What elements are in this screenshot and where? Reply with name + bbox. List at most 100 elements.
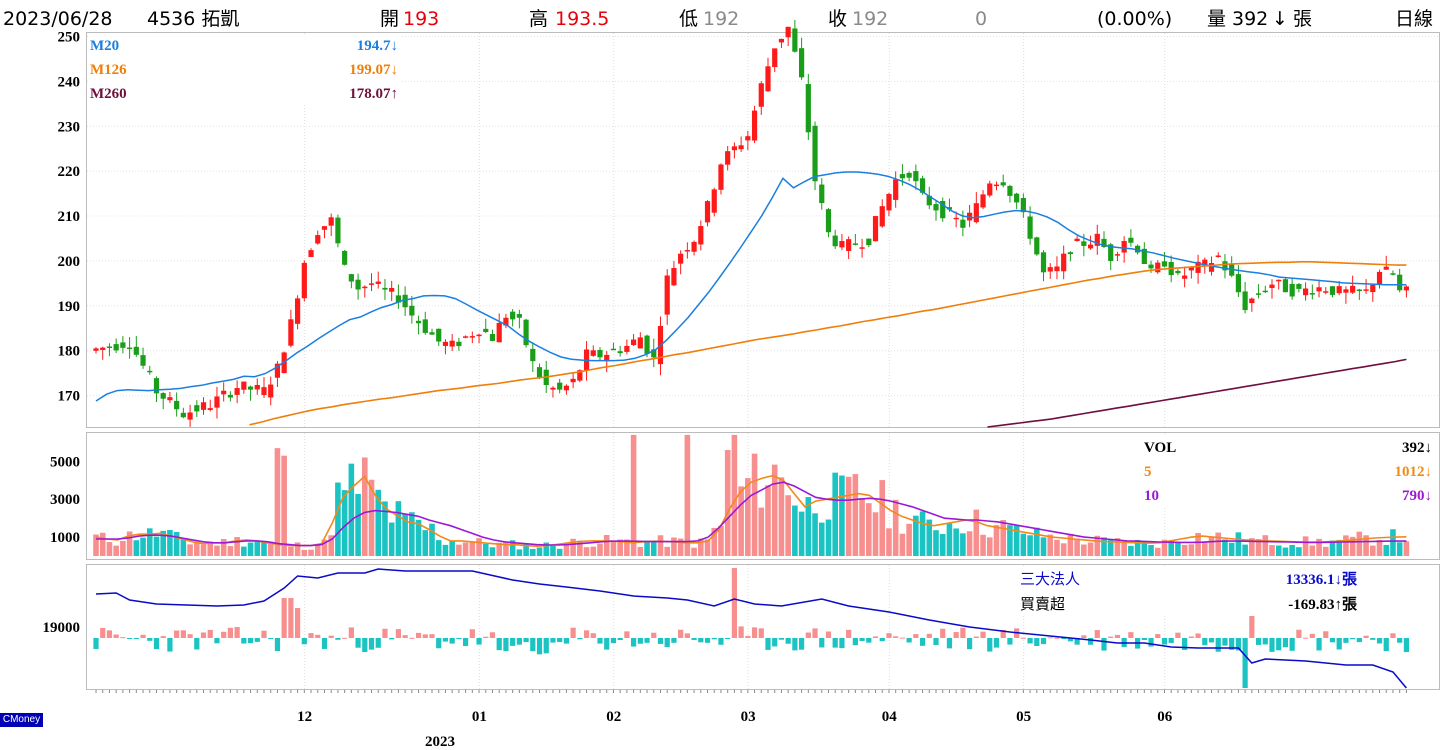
inst-tick-label: 19000	[43, 620, 81, 636]
inst-net-bar	[1074, 638, 1080, 645]
month-tick-label: 04	[882, 709, 898, 725]
legend-vol-name: VOL	[1144, 440, 1176, 456]
volume-bar	[1282, 547, 1289, 556]
volume-bar	[469, 541, 476, 556]
inst-net-bar	[1309, 633, 1315, 638]
volume-bar	[946, 523, 953, 556]
volume-bar	[207, 541, 214, 556]
institutional-legend: 三大法人 13336.1↓張 買賣超 -169.83↑張	[1016, 567, 1360, 615]
volume-bar	[933, 530, 939, 556]
y-axis-ticks: 250 240 230 220 210 200 190 180 170 5000 3000 1000 1…	[43, 29, 81, 636]
inst-net-bar	[93, 638, 99, 649]
candle-body	[1034, 237, 1040, 255]
inst-net-bar	[852, 638, 858, 646]
inst-net-bar	[583, 630, 590, 638]
inst-net-bar	[234, 627, 240, 638]
candle-body	[1054, 266, 1060, 272]
volume-bar	[899, 533, 906, 556]
inst-net-bar	[153, 638, 160, 650]
inst-net-bar	[395, 629, 401, 638]
volume-bar	[1020, 533, 1027, 556]
volume-bar	[1081, 544, 1087, 556]
inst-net-bar	[1101, 638, 1107, 651]
inst-net-bar	[812, 628, 818, 638]
inst-net-bar	[604, 638, 610, 650]
candle-body	[960, 219, 966, 228]
inst-net-bar	[866, 638, 872, 643]
inst-net-bar	[469, 629, 475, 638]
inst-net-bar	[241, 638, 247, 644]
inst-net-bar	[805, 632, 811, 638]
candle-body	[651, 349, 657, 358]
volume-bar	[973, 509, 980, 556]
legend-m126-value: 199.07↓	[349, 62, 398, 78]
candle-body	[846, 239, 852, 251]
volume-bar	[1296, 547, 1302, 556]
volume-bar	[1275, 545, 1282, 556]
inst-net-bar	[872, 636, 879, 638]
volume-bar	[126, 531, 133, 556]
header-open-label: 開	[380, 8, 399, 30]
volume-bar	[597, 543, 603, 556]
volume-bar	[960, 533, 966, 556]
inst-net-bar	[772, 638, 778, 647]
volume-bar	[1067, 533, 1074, 556]
candle-body	[550, 387, 556, 390]
candle-body	[1047, 267, 1053, 272]
inst-net-bar	[960, 627, 966, 638]
volume-bar	[435, 540, 442, 556]
inst-net-bar	[375, 638, 381, 648]
candle-body	[342, 250, 348, 265]
inst-net-bar	[362, 638, 368, 653]
inst-net-bar	[106, 630, 113, 638]
inst-net-bar	[274, 638, 281, 652]
candle-body	[953, 217, 959, 220]
price-tick-label: 180	[58, 344, 81, 360]
candle-body	[247, 386, 254, 390]
candle-body	[409, 305, 415, 316]
candle-body	[631, 339, 637, 346]
volume-bar	[200, 544, 207, 556]
volume-bar	[261, 542, 267, 556]
volume-bar	[986, 537, 993, 556]
volume-bar	[214, 545, 220, 556]
volume-bar	[489, 547, 496, 556]
inst-net-bar	[187, 634, 193, 638]
month-tick-label: 12	[297, 709, 312, 725]
volume-bar	[294, 542, 301, 556]
inst-net-bar	[590, 633, 596, 638]
inst-net-bar	[751, 627, 758, 638]
volume-bar	[879, 480, 886, 556]
candle-body	[100, 347, 106, 350]
volume-bar	[1343, 535, 1349, 556]
inst-net-bar	[799, 638, 805, 650]
candle-body	[1343, 289, 1349, 293]
volume-bar	[563, 543, 570, 556]
inst-net-bar	[1208, 638, 1215, 643]
volume-bar	[603, 534, 610, 556]
volume-bar	[1094, 535, 1101, 556]
volume-bar	[953, 528, 959, 556]
candle-body	[664, 275, 670, 315]
volume-bar	[758, 507, 765, 556]
inst-net-bar	[1276, 638, 1282, 651]
inst-net-bar	[415, 632, 422, 638]
inst-net-bar	[1262, 638, 1268, 645]
volume-bar	[966, 531, 973, 556]
inst-net-bar	[577, 638, 583, 640]
volume-bar	[1013, 524, 1020, 556]
candle-body	[469, 336, 475, 338]
inst-net-bar	[550, 638, 556, 643]
inst-net-bar	[429, 634, 435, 638]
moving-average-lines	[95, 171, 1407, 428]
candle-body	[644, 335, 650, 354]
candle-body	[301, 262, 307, 299]
inst-net-bar	[1289, 638, 1295, 651]
inst-net-bar	[268, 638, 274, 640]
volume-bar	[415, 519, 422, 556]
inst-net-bar	[1114, 634, 1121, 638]
candle-body	[1376, 271, 1383, 285]
volume-bar	[99, 532, 106, 556]
candle-body	[832, 235, 838, 247]
